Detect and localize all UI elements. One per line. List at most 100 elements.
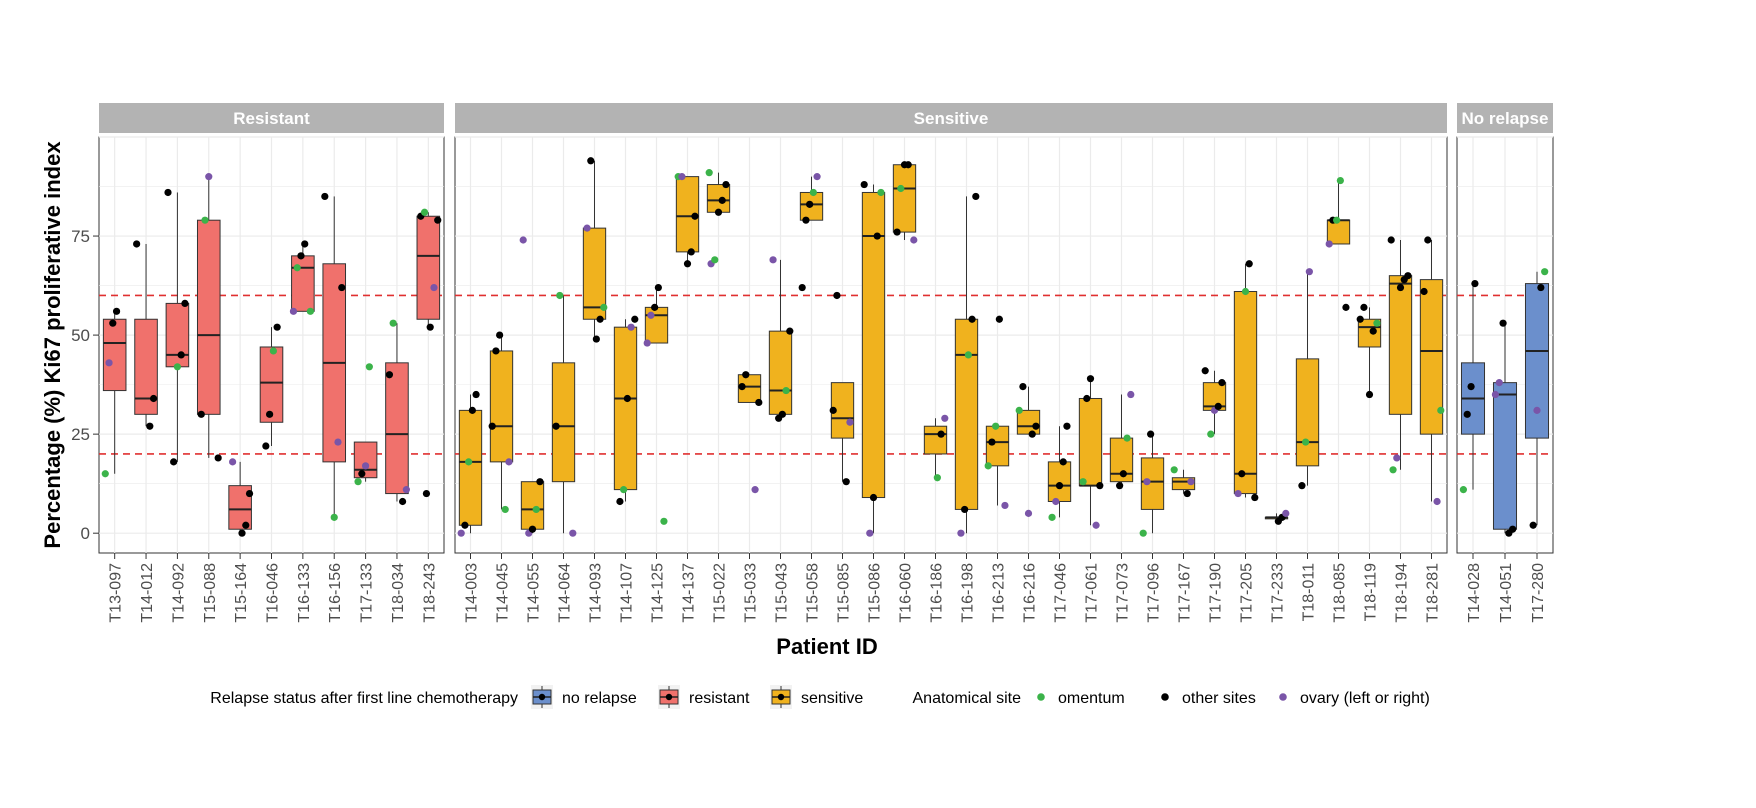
data-point-other-sites — [1201, 367, 1209, 375]
data-point-ovary — [643, 339, 651, 347]
box-T17-096 — [1139, 430, 1165, 537]
data-point-omentum — [1207, 430, 1215, 438]
data-point-other-sites — [1424, 236, 1432, 244]
data-point-other-sites — [1086, 375, 1095, 383]
data-point-ovary — [229, 458, 237, 466]
data-point-other-sites — [528, 525, 537, 533]
x-tick-label: T14-093 — [588, 563, 605, 623]
data-point-other-sites — [1467, 383, 1475, 391]
x-tick-label: T16-133 — [296, 563, 313, 623]
box-iqr — [259, 346, 284, 423]
data-point-ovary — [769, 256, 777, 264]
box-iqr — [1388, 275, 1413, 415]
data-point-other-sites — [552, 422, 560, 430]
data-point-other-sites — [385, 371, 394, 379]
data-point-other-sites — [434, 216, 442, 224]
x-tick-label: T13-097 — [108, 563, 125, 623]
box-iqr — [1295, 358, 1320, 467]
panel-sensitive: Sensitive T14-003 T14-045 T14-055 T14-064 T14… — [454, 103, 1448, 623]
data-point-other-sites — [1471, 279, 1479, 288]
x-tick-label: T18-194 — [1394, 563, 1411, 623]
data-point-omentum — [1389, 466, 1397, 474]
box-iqr — [737, 374, 762, 403]
data-point-omentum — [101, 470, 109, 478]
data-point-other-sites — [492, 347, 500, 355]
box-T14-028 — [1459, 279, 1486, 494]
data-point-other-sites — [1356, 315, 1364, 323]
data-point-other-sites — [1251, 493, 1259, 502]
data-point-other-sites — [112, 307, 121, 315]
box-iqr — [196, 219, 221, 415]
data-point-other-sites — [262, 442, 270, 450]
legend-site-omentum: omentum — [1037, 690, 1125, 707]
box-T18-243 — [416, 208, 442, 498]
data-point-ovary — [866, 529, 874, 537]
data-point-omentum — [620, 486, 628, 494]
x-tick-label: T16-216 — [1022, 563, 1039, 623]
data-point-other-sites — [937, 430, 945, 438]
x-tick-label: T14-092 — [170, 563, 187, 623]
box-iqr — [861, 191, 886, 499]
data-point-other-sites — [1365, 390, 1374, 399]
data-point-omentum — [1459, 486, 1467, 494]
box-iqr — [228, 485, 252, 530]
data-point-ovary — [1024, 509, 1033, 517]
y-tick-label: 0 — [81, 524, 90, 543]
data-point-omentum — [933, 474, 941, 482]
data-point-omentum — [420, 208, 429, 216]
box-T18-281 — [1419, 236, 1445, 506]
box-T15-085 — [829, 291, 855, 486]
data-point-other-sites — [170, 458, 178, 466]
data-point-ovary — [910, 236, 918, 244]
x-tick-label: T17-046 — [1053, 563, 1070, 623]
box-iqr — [416, 215, 441, 320]
data-point-other-sites — [468, 406, 476, 414]
x-tick-label: T16-213 — [991, 563, 1008, 623]
data-point-omentum — [501, 505, 509, 514]
box-iqr — [165, 302, 190, 368]
box-T16-046 — [259, 323, 284, 450]
box-T18-085 — [1325, 176, 1351, 311]
data-point-other-sites — [426, 323, 434, 331]
data-point-other-sites — [146, 422, 154, 430]
panel-no-relapse: No relapse T14-028 T14-051 T17-280 — [1456, 103, 1554, 623]
panel-strip-label: Sensitive — [914, 109, 989, 128]
data-point-other-sites — [718, 196, 726, 204]
box-iqr — [1078, 397, 1103, 487]
data-point-other-sites — [1369, 327, 1377, 335]
x-tick-label: T17-133 — [359, 563, 376, 623]
box-iqr — [458, 409, 483, 526]
legend-site-ovary: ovary (left or right) — [1279, 690, 1430, 707]
data-point-omentum — [1302, 438, 1310, 446]
box-T17-046 — [1047, 422, 1072, 521]
data-point-other-sites — [1147, 430, 1155, 438]
x-tick-label: T17-233 — [1270, 563, 1287, 623]
box-iqr — [923, 425, 948, 455]
legend-site-label: ovary (left or right) — [1300, 690, 1430, 707]
data-point-ovary — [1052, 497, 1060, 506]
box-T14-093 — [582, 157, 608, 343]
data-point-other-sites — [1214, 402, 1222, 411]
data-point-other-sites — [742, 371, 750, 379]
data-point-ovary — [1325, 240, 1333, 248]
panel-resistant: Resistant T13-097 T14-012 T14-092 T15-088 T15… — [98, 103, 445, 623]
x-tick-label: T17-190 — [1208, 563, 1225, 623]
x-tick-label: T17-061 — [1084, 563, 1101, 623]
data-point-other-sites — [1032, 422, 1040, 430]
legend-site-other: other sites — [1161, 690, 1256, 707]
x-tick-label: T14-051 — [1498, 563, 1515, 623]
legend-site-title: Anatomical site — [913, 690, 1022, 707]
box-T18-011 — [1295, 268, 1320, 490]
panel-frame — [454, 136, 1448, 554]
data-point-other-sites — [238, 529, 246, 537]
data-point-other-sites — [472, 390, 480, 399]
data-point-other-sites — [893, 228, 901, 236]
box-iqr — [706, 184, 731, 213]
data-point-other-sites — [1537, 283, 1545, 292]
box-T17-133 — [353, 363, 378, 486]
data-point-other-sites — [904, 161, 912, 169]
box-iqr — [675, 176, 700, 253]
data-point-other-sites — [1218, 379, 1226, 387]
x-tick-label: T16-156 — [327, 563, 344, 623]
data-point-other-sites — [1529, 521, 1537, 529]
